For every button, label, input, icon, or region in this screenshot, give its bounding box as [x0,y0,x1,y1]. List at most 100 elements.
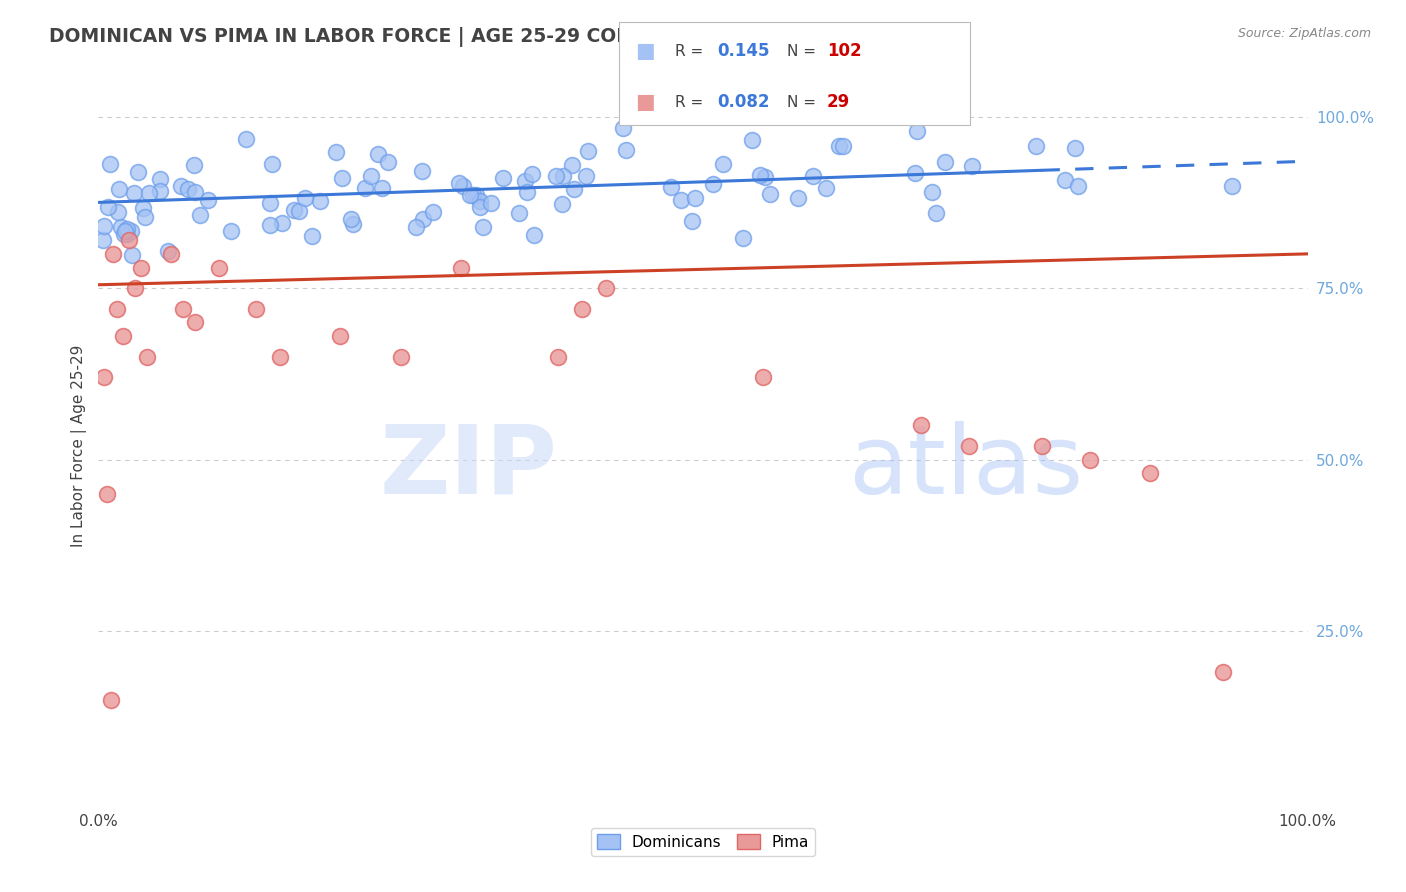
Point [471,219,494,234]
Point [121,248,143,262]
Point [575,169,598,184]
Point [197,194,219,208]
Point [551,169,574,183]
Point [458,188,481,202]
Text: N =: N = [787,44,817,59]
Text: R =: R = [675,44,703,59]
Text: ZIP: ZIP [380,421,558,514]
Point [138,186,160,200]
Text: 0.082: 0.082 [717,94,769,112]
Text: atlas: atlas [848,421,1083,514]
Point [405,220,427,235]
Point [614,144,637,158]
Point [461,188,484,202]
Point [110,219,132,234]
Point [235,132,257,146]
Point [828,138,851,153]
Point [127,165,149,179]
Point [309,194,332,208]
Point [659,180,682,194]
Point [132,202,155,216]
Point [1031,439,1053,453]
Point [134,211,156,225]
Point [960,159,983,173]
Text: Source: ZipAtlas.com: Source: ZipAtlas.com [1237,27,1371,40]
Point [93,370,115,384]
Text: R =: R = [675,95,703,110]
Point [98,157,121,171]
Point [571,301,593,316]
Point [741,133,763,147]
Text: ■: ■ [636,41,655,61]
Point [422,204,444,219]
Point [801,169,824,184]
Point [120,224,142,238]
Point [129,260,152,275]
Point [183,186,205,200]
Point [93,219,115,234]
Point [176,182,198,196]
Point [1212,665,1234,680]
Point [91,233,114,247]
Point [547,350,569,364]
Point [97,200,120,214]
Point [832,139,855,153]
Point [219,224,242,238]
Point [122,186,145,200]
Point [124,281,146,295]
Point [479,196,502,211]
Point [551,197,574,211]
Point [702,178,724,192]
Point [389,350,412,364]
Point [905,124,928,138]
Point [172,301,194,316]
Point [156,244,179,258]
Point [671,194,693,208]
Point [260,157,283,171]
Point [814,181,837,195]
Point [259,196,281,211]
Point [910,418,932,433]
Text: 102: 102 [827,42,862,60]
Legend: Dominicans, Pima: Dominicans, Pima [591,828,815,855]
Point [360,169,382,183]
Text: 29: 29 [827,94,851,112]
Point [170,179,193,194]
Point [516,185,538,199]
Point [921,186,943,200]
Point [108,181,131,195]
Point [492,171,515,186]
Point [183,158,205,172]
Point [787,190,810,204]
Text: DOMINICAN VS PIMA IN LABOR FORCE | AGE 25-29 CORRELATION CHART: DOMINICAN VS PIMA IN LABOR FORCE | AGE 2… [49,27,811,46]
Point [342,217,364,231]
Point [184,316,207,330]
Point [612,120,634,135]
Point [544,169,567,184]
Point [711,157,734,171]
Point [294,191,316,205]
Point [329,329,352,343]
Point [371,181,394,195]
Point [271,216,294,230]
Point [576,144,599,158]
Point [1067,179,1090,194]
Point [759,187,782,202]
Point [188,208,211,222]
Point [683,190,706,204]
Point [925,206,948,220]
Point [561,158,583,172]
Point [367,146,389,161]
Point [111,329,134,343]
Point [523,228,546,243]
Point [520,167,543,181]
Point [904,166,927,180]
Point [595,281,617,295]
Text: N =: N = [787,95,817,110]
Point [325,145,347,159]
Point [468,194,491,208]
Point [283,202,305,217]
Point [449,176,471,190]
Point [731,230,754,244]
Point [513,174,536,188]
